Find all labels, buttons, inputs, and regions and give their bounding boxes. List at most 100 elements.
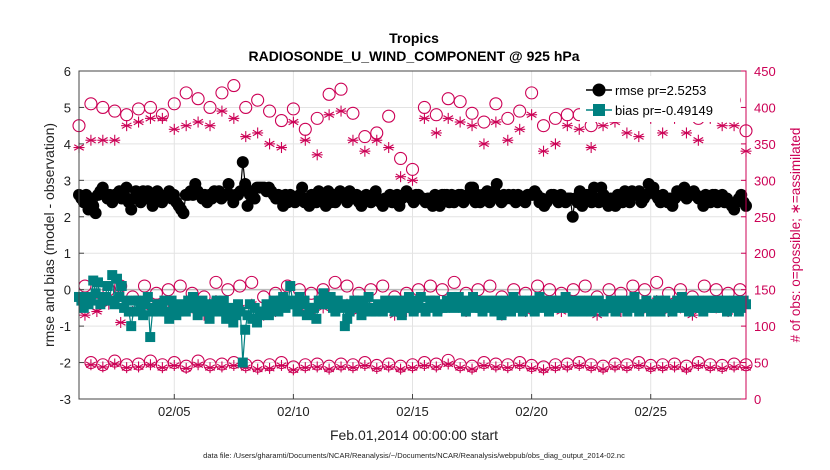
- bias-marker: [308, 302, 319, 313]
- obs-possible-marker: [429, 108, 443, 122]
- obs-assimilated-marker: [121, 120, 133, 132]
- obs-assimilated-marker: [347, 362, 359, 374]
- obs-assimilated-marker: [299, 362, 311, 374]
- obs-assimilated-marker: [371, 134, 383, 146]
- bias-marker: [311, 313, 322, 324]
- rmse-marker: [566, 210, 579, 223]
- obs-possible-marker: [441, 92, 455, 106]
- obs-assimilated-marker: [502, 134, 514, 146]
- obs-assimilated-marker: [514, 123, 526, 135]
- obs-assimilated-marker: [490, 361, 502, 373]
- bias-marker: [114, 291, 125, 302]
- bias-marker: [249, 302, 260, 313]
- bias-marker: [453, 291, 464, 302]
- obs-assimilated-marker: [347, 134, 359, 146]
- bias-marker: [698, 306, 709, 317]
- obs-assimilated-marker: [383, 142, 395, 154]
- bias-marker: [377, 306, 388, 317]
- rmse-marker: [89, 207, 102, 220]
- obs-assimilated-marker: [633, 131, 645, 143]
- obs-assimilated-marker: [442, 112, 454, 124]
- obs-possible-marker: [578, 279, 592, 293]
- bias-marker: [629, 291, 640, 302]
- bias-marker: [299, 295, 310, 306]
- obs-assimilated-marker: [538, 364, 550, 376]
- bias-marker: [109, 299, 120, 310]
- obs-assimilated-marker: [192, 116, 204, 128]
- obs-possible-marker: [501, 111, 515, 125]
- bias-marker: [85, 295, 96, 306]
- obs-possible-marker: [447, 275, 461, 289]
- obs-assimilated-marker: [85, 359, 97, 371]
- obs-assimilated-marker: [585, 142, 597, 154]
- obs-possible-marker: [245, 275, 259, 289]
- obs-assimilated-marker: [514, 359, 526, 371]
- obs-assimilated-marker: [597, 363, 609, 375]
- bias-marker: [399, 302, 410, 313]
- x-tick-label: 02/15: [396, 404, 429, 419]
- obs-assimilated-marker: [287, 364, 299, 376]
- bias-marker: [325, 291, 336, 302]
- bias-marker: [491, 295, 502, 306]
- obs-possible-marker: [286, 102, 300, 116]
- obs-assimilated-marker: [311, 149, 323, 161]
- obs-possible-marker: [215, 86, 229, 100]
- obs-assimilated-marker: [478, 138, 490, 150]
- bias-marker: [415, 291, 426, 302]
- obs-assimilated-marker: [395, 171, 407, 183]
- obs-possible-marker: [322, 87, 336, 101]
- obs-possible-marker: [209, 275, 223, 289]
- bias-marker: [693, 295, 704, 306]
- obs-possible-marker: [536, 119, 551, 133]
- y-tick-label-right: 300: [754, 173, 776, 188]
- obs-assimilated-marker: [692, 134, 704, 146]
- rmse-marker: [433, 199, 446, 212]
- obs-assimilated-marker: [216, 105, 228, 117]
- obs-assimilated-marker: [240, 131, 252, 143]
- obs-assimilated-marker: [716, 362, 728, 374]
- obs-assimilated-marker: [657, 127, 669, 139]
- y-axis-label-left: rmse and bias (model - observation): [41, 123, 57, 347]
- obs-possible-marker: [697, 279, 711, 293]
- bias-marker: [140, 299, 151, 310]
- y-tick-label-left: 6: [64, 64, 71, 79]
- chart-subtitle: RADIOSONDE_U_WIND_COMPONENT @ 925 hPa: [248, 48, 579, 64]
- obs-assimilated-marker: [335, 361, 347, 373]
- obs-assimilated-marker: [704, 362, 716, 374]
- bias-marker: [477, 306, 488, 317]
- bias-marker: [655, 306, 666, 317]
- obs-assimilated-marker: [359, 359, 371, 371]
- obs-assimilated-marker: [228, 112, 240, 124]
- legend-box: [580, 76, 740, 122]
- bias-marker: [133, 295, 144, 306]
- bias-marker: [166, 295, 177, 306]
- obs-assimilated-marker: [275, 359, 287, 371]
- obs-assimilated-marker: [407, 362, 418, 374]
- bias-marker: [278, 291, 289, 302]
- y-tick-label-left: -1: [59, 319, 71, 334]
- bias-marker: [574, 295, 585, 306]
- obs-possible-marker: [251, 93, 265, 107]
- bias-marker: [235, 306, 246, 317]
- bias-marker: [290, 299, 301, 310]
- obs-assimilated-marker: [573, 359, 585, 371]
- bias-marker: [356, 310, 367, 321]
- obs-possible-marker: [376, 279, 390, 293]
- obs-possible-marker: [310, 111, 324, 125]
- obs-assimilated-marker: [335, 105, 347, 117]
- obs-possible-marker: [513, 104, 527, 118]
- bias-marker: [263, 310, 274, 321]
- obs-assimilated-marker: [680, 363, 692, 375]
- bias-marker: [396, 310, 407, 321]
- series-layer: [72, 79, 753, 376]
- bias-marker: [206, 306, 217, 317]
- obs-assimilated-marker: [264, 362, 276, 374]
- bias-marker: [508, 291, 519, 302]
- y-tick-label-left: 4: [64, 137, 71, 152]
- obs-assimilated-marker: [133, 116, 145, 128]
- obs-assimilated-marker: [454, 116, 466, 128]
- obs-assimilated-marker: [144, 359, 156, 371]
- bias-marker: [622, 306, 633, 317]
- obs-possible-marker: [358, 130, 372, 144]
